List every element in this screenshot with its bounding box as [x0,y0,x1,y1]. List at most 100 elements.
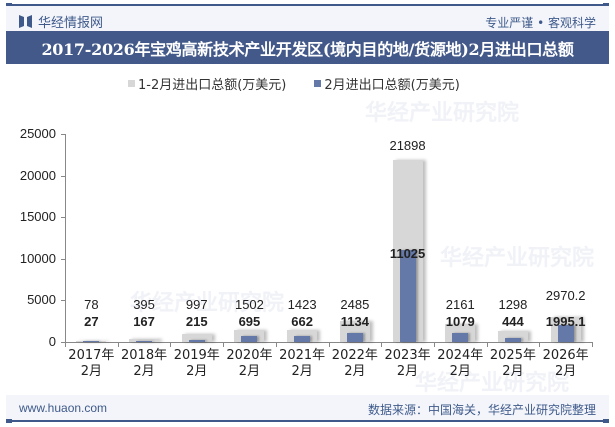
y-axis [65,134,66,342]
bar-feb [557,325,574,342]
value-label-feb: 1079 [445,314,475,329]
x-axis-label-line: 2021年 [279,348,326,363]
x-axis-label-line: 2017年 [68,348,115,363]
x-tick [65,342,66,347]
y-tick [61,175,65,177]
y-tick-label: 5000 [27,292,56,308]
bar-feb [346,332,363,342]
footer-bar: www.huaon.com 数据来源：中国海关，华经产业研究院整理 [6,395,609,420]
bar-total [287,330,318,342]
value-label-feb: 167 [133,314,155,329]
value-label-total: 1298 [498,297,528,312]
bar-feb [399,250,416,342]
bar-feb [241,336,258,342]
x-tick [539,342,541,347]
legend-label-total: 1-2月进出口总额(万美元) [138,78,287,93]
value-label-total: 78 [84,297,99,312]
slogan: 专业严谨 • 客观科学 [485,16,596,30]
y-tick [61,258,65,260]
value-label-feb: 444 [502,314,524,329]
bar-feb [188,340,205,342]
value-label-total: 1502 [234,297,264,312]
legend-item-feb: 2月进出口总额(万美元) [314,74,460,93]
bar-total [129,338,160,342]
x-tick [223,342,225,347]
y-tick-label: 15000 [19,209,56,225]
header-bar: 华经情报网 专业严谨 • 客观科学 [6,6,609,31]
value-label-total: 997 [185,297,208,312]
x-axis-label-line: 2026年 [542,348,589,363]
chart-title: 2017-2026年宝鸡高新技术产业开发区(境内目的地/货源地)2月进出口总额 [41,39,574,59]
legend-label-feb: 2月进出口总额(万美元) [324,78,460,93]
x-axis-label: 2017年 2月 [63,348,119,380]
value-label-feb: 27 [84,314,99,329]
value-label-feb: 1134 [340,314,369,329]
value-label-feb: 695 [238,314,261,329]
value-label-feb: 11025 [389,246,426,262]
x-axis-label-line: 2018年 [121,348,168,363]
x-tick [486,342,488,347]
x-tick [117,342,119,347]
x-tick [275,342,277,347]
x-axis-label: 2023年 2月 [380,348,436,380]
x-axis-label-line: 2023年 [384,348,431,363]
logo-text: 华经情报网 [38,16,104,31]
x-axis-label: 2019年 2月 [169,348,225,380]
bar-feb [136,340,153,342]
logo: 华经情报网 [19,12,103,31]
data-source: 数据来源：中国海关，华经产业研究院整理 [367,403,596,417]
website-link[interactable]: www.huaon.com [19,401,108,415]
y-tick-label: 25000 [19,126,56,141]
x-axis-label-line: 2月 [502,364,524,379]
value-label-total: 395 [133,297,155,312]
y-tick [61,342,65,343]
y-tick-label: 20000 [19,167,56,183]
bar-feb [83,340,100,342]
y-tick-label: 10000 [19,250,56,266]
bar-feb [504,338,521,342]
x-axis-label: 2024年 2月 [432,348,488,380]
x-axis-label-line: 2月 [80,364,102,379]
bar-feb [294,336,311,342]
x-axis-label-line: 2月 [555,364,577,379]
x-axis-label: 2026年 2月 [538,348,594,380]
x-axis-label-line: 2月 [344,364,366,379]
value-label-total: 2970.2 [545,288,586,303]
legend-item-total: 1-2月进出口总额(万美元) [128,74,286,93]
value-label-total: 21898 [389,137,426,153]
x-axis-label-line: 2月 [238,364,261,379]
x-axis-label-line: 2月 [133,364,155,379]
x-axis-label-line: 2024年 [437,348,484,363]
y-tick-label: 0 [48,334,56,349]
bar-feb [452,333,469,342]
x-axis-label-line: 2月 [186,364,208,379]
title-bar: 2017-2026年宝鸡高新技术产业开发区(境内目的地/货源地)2月进出口总额 [6,31,609,64]
x-axis-label-line: 2月 [449,364,471,379]
y-tick [61,300,65,302]
value-label-total: 2485 [340,297,370,312]
x-axis-label-line: 2020年 [226,348,273,363]
x-tick [381,342,383,347]
y-tick [61,217,65,219]
x-axis-label-line: 2022年 [331,348,378,363]
top-border [6,3,609,7]
value-label-total: 1423 [287,297,317,312]
x-tick [328,342,330,347]
x-axis-label-line: 2月 [291,364,313,379]
x-tick [592,342,593,347]
y-tick [61,134,65,135]
x-axis-label: 2018年 2月 [116,348,172,380]
x-tick [433,342,435,347]
x-axis-label-line: 2月 [396,364,419,379]
x-axis-label: 2020年 2月 [221,348,277,380]
x-axis-label: 2021年 2月 [274,348,330,380]
x-axis-label: 2025年 2月 [485,348,541,380]
x-axis-label: 2022年 2月 [327,348,383,380]
x-axis-label-line: 2019年 [173,348,220,363]
bottom-border [6,419,609,423]
bar-total [181,333,212,342]
x-axis-label-line: 2025年 [489,348,536,363]
value-label-feb: 662 [291,314,313,329]
x-tick [170,342,172,347]
